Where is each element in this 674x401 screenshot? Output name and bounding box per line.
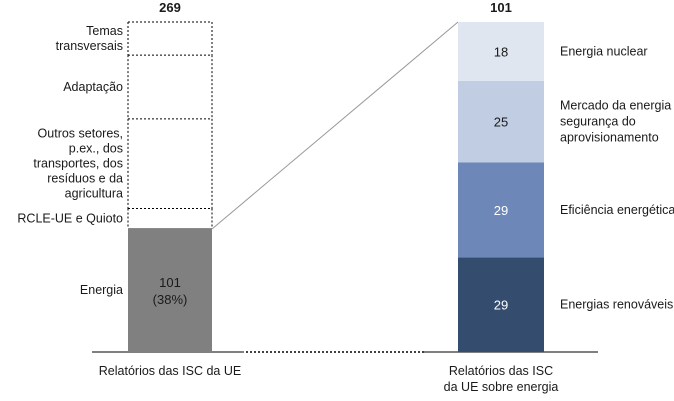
segment-value-label: 25 [494, 115, 508, 130]
segment-value-label: 101 [159, 275, 181, 290]
bar-total-label: 269 [159, 0, 181, 15]
segment-category-label: RCLE-UE e Quioto [17, 211, 123, 225]
segment-category-label: Adaptação [63, 80, 123, 94]
segment-category-label: Energia [80, 283, 123, 297]
bar-right-segment [458, 162, 544, 258]
bar-axis-label: Relatórios das ISC da UE [99, 364, 241, 378]
connector-line [211, 21, 459, 230]
bar-right-segment [458, 257, 544, 352]
bar-left-segment-energia [128, 228, 212, 352]
segment-category-label: Energias renováveis [560, 298, 673, 312]
segment-category-label: Mercado da energia e segurança do aprovisi… [560, 99, 674, 145]
segment-category-label: Outros setores, p.ex., dos transportes, do… [33, 127, 123, 201]
bar-right-segment [458, 22, 544, 81]
segment-value-label: 29 [494, 298, 508, 313]
bars-layer [127, 21, 544, 352]
segment-category-label: Energia nuclear [560, 44, 648, 58]
labels-layer: 101 (38%) Energia RCLE-UE e Quioto Outros se… [17, 0, 674, 394]
segment-value-label: 18 [494, 44, 508, 59]
bar-total-label: 101 [490, 0, 512, 15]
bar-right-segment [458, 80, 544, 163]
segment-share-label: (38%) [153, 292, 188, 307]
segment-category-label: Eficiência energética [560, 203, 674, 217]
segment-category-label: Temas transversais [56, 24, 123, 53]
segment-value-label: 29 [494, 203, 508, 218]
bar-axis-label: Relatórios das ISC da UE sobre energia [444, 364, 559, 394]
